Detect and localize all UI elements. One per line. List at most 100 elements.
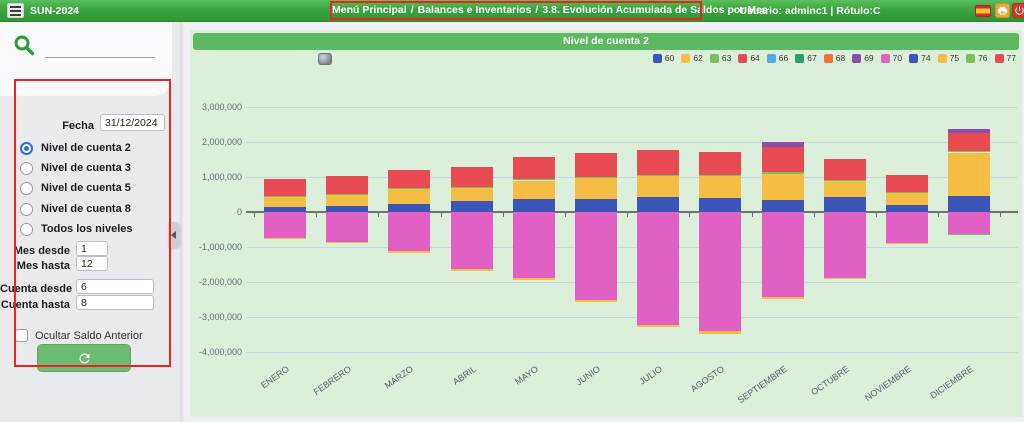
bar-segment-octubre-serie-63[interactable]	[823, 180, 866, 181]
bar-segment-septiembre-serie-63[interactable]	[761, 172, 804, 174]
bar-segment-octubre-serie-60[interactable]	[823, 196, 866, 212]
bar-segment-diciembre-serie-60[interactable]	[948, 196, 991, 212]
bar-segment-julio-serie-64[interactable]	[637, 150, 680, 175]
radio-nivel-de-cuenta-2[interactable]: Nivel de cuenta 2	[20, 141, 131, 155]
bar-segment-marzo-serie-63[interactable]	[388, 188, 431, 190]
legend-item-75[interactable]: 75	[937, 53, 959, 63]
bar-segment-febrero-serie-64[interactable]	[326, 175, 369, 194]
bar-segment-noviembre-serie-70[interactable]	[886, 212, 928, 243]
bar-segment-julio-serie-75[interactable]	[637, 324, 680, 328]
bar-segment-diciembre-serie-70[interactable]	[948, 212, 991, 234]
bar-segment-enero-serie-60[interactable]	[264, 207, 306, 212]
bar-segment-junio-serie-64[interactable]	[575, 152, 617, 177]
bar-segment-mayo-serie-70[interactable]	[512, 212, 555, 278]
logout-button[interactable]	[1012, 3, 1024, 18]
bar-segment-agosto-serie-70[interactable]	[699, 212, 742, 331]
bar-segment-mayo-serie-64[interactable]	[512, 157, 555, 180]
bar-segment-junio-serie-75[interactable]	[575, 300, 617, 303]
bar-segment-julio-serie-60[interactable]	[637, 196, 680, 212]
bar-segment-agosto-serie-75[interactable]	[699, 331, 742, 334]
radio-nivel-de-cuenta-5[interactable]: Nivel de cuenta 5	[20, 181, 131, 195]
language-flag-icon[interactable]	[975, 5, 991, 17]
legend-item-64[interactable]: 64	[738, 53, 760, 63]
bar-segment-octubre-serie-64[interactable]	[823, 158, 866, 181]
bar-segment-mayo-serie-62[interactable]	[512, 180, 555, 199]
cuenta-desde-input[interactable]	[76, 279, 154, 294]
bar-segment-septiembre-serie-70[interactable]	[761, 212, 804, 298]
bar-segment-noviembre-serie-75[interactable]	[886, 242, 928, 244]
print-button[interactable]	[995, 3, 1010, 18]
bar-segment-junio-serie-60[interactable]	[575, 199, 617, 212]
bar-segment-enero-serie-70[interactable]	[264, 212, 306, 238]
bar-segment-abril-serie-64[interactable]	[450, 166, 493, 187]
legend-item-70[interactable]: 70	[880, 53, 902, 63]
bar-segment-agosto-serie-60[interactable]	[699, 197, 742, 212]
bar-segment-febrero-serie-62[interactable]	[326, 195, 369, 206]
breadcrumb-item-menu-principal[interactable]: Menú Principal	[332, 4, 407, 16]
bar-segment-septiembre-serie-64[interactable]	[761, 146, 804, 173]
bar-segment-diciembre-serie-76[interactable]	[948, 233, 991, 236]
search-input[interactable]	[45, 42, 155, 58]
bar-segment-octubre-serie-70[interactable]	[823, 212, 866, 278]
bar-segment-diciembre-serie-64[interactable]	[948, 133, 991, 152]
legend-item-62[interactable]: 62	[681, 53, 703, 63]
legend-item-68[interactable]: 68	[823, 53, 845, 63]
legend-item-63[interactable]: 63	[709, 53, 731, 63]
legend-item-66[interactable]: 66	[766, 53, 788, 63]
bar-segment-julio-serie-70[interactable]	[637, 212, 680, 325]
bar-segment-octubre-serie-75[interactable]	[823, 277, 866, 280]
bar-segment-mayo-serie-63[interactable]	[512, 179, 555, 181]
bar-segment-septiembre-serie-62[interactable]	[761, 173, 804, 201]
bar-segment-agosto-serie-63[interactable]	[699, 174, 742, 176]
bar-segment-enero-serie-64[interactable]	[264, 178, 306, 197]
bar-segment-julio-serie-62[interactable]	[637, 175, 680, 197]
bar-segment-febrero-serie-75[interactable]	[326, 241, 369, 243]
bar-segment-agosto-serie-64[interactable]	[699, 151, 742, 175]
legend-item-76[interactable]: 76	[966, 53, 988, 63]
bar-segment-mayo-serie-75[interactable]	[512, 277, 555, 280]
chart-3d-cube-icon[interactable]	[318, 53, 332, 65]
bar-segment-noviembre-serie-62[interactable]	[886, 193, 928, 205]
bar-segment-abril-serie-70[interactable]	[450, 212, 493, 270]
legend-item-67[interactable]: 67	[795, 53, 817, 63]
bar-segment-enero-serie-63[interactable]	[264, 196, 306, 198]
bar-segment-mayo-serie-60[interactable]	[512, 198, 555, 212]
bar-segment-agosto-serie-62[interactable]	[699, 175, 742, 198]
bar-segment-marzo-serie-75[interactable]	[388, 251, 431, 253]
bar-segment-septiembre-serie-69[interactable]	[761, 142, 804, 147]
bar-segment-diciembre-serie-69[interactable]	[948, 129, 991, 134]
legend-item-69[interactable]: 69	[852, 53, 874, 63]
radio-nivel-de-cuenta-8[interactable]: Nivel de cuenta 8	[20, 202, 131, 216]
cuenta-hasta-input[interactable]	[76, 295, 154, 310]
bar-segment-enero-serie-75[interactable]	[264, 237, 306, 239]
refresh-button[interactable]	[37, 344, 131, 372]
bar-segment-marzo-serie-62[interactable]	[388, 189, 431, 205]
bar-segment-marzo-serie-70[interactable]	[388, 212, 431, 252]
radio-todos-los-niveles[interactable]: Todos los niveles	[20, 222, 133, 236]
bar-segment-noviembre-serie-64[interactable]	[886, 174, 928, 193]
bar-segment-febrero-serie-70[interactable]	[326, 212, 369, 242]
radio-nivel-de-cuenta-3[interactable]: Nivel de cuenta 3	[20, 161, 131, 175]
bar-segment-enero-serie-62[interactable]	[264, 197, 306, 208]
sidebar-collapse-toggle[interactable]	[168, 222, 179, 248]
hamburger-menu-icon[interactable]	[7, 3, 24, 18]
bar-segment-diciembre-serie-63[interactable]	[948, 151, 991, 153]
bar-segment-abril-serie-75[interactable]	[450, 269, 493, 271]
bar-segment-marzo-serie-60[interactable]	[388, 204, 431, 212]
bar-segment-diciembre-serie-62[interactable]	[948, 152, 991, 197]
bar-segment-septiembre-serie-75[interactable]	[761, 297, 804, 299]
bar-segment-junio-serie-62[interactable]	[575, 177, 617, 200]
bar-segment-septiembre-serie-60[interactable]	[761, 200, 804, 212]
legend-item-77[interactable]: 77	[994, 53, 1016, 63]
bar-segment-junio-serie-63[interactable]	[575, 176, 617, 178]
fecha-input[interactable]	[100, 114, 165, 131]
bar-segment-junio-serie-70[interactable]	[575, 212, 617, 301]
bar-segment-noviembre-serie-63[interactable]	[886, 192, 928, 194]
legend-item-74[interactable]: 74	[909, 53, 931, 63]
bar-segment-abril-serie-63[interactable]	[450, 186, 493, 188]
bar-segment-abril-serie-62[interactable]	[450, 187, 493, 201]
bar-segment-octubre-serie-62[interactable]	[823, 180, 866, 197]
mes-hasta-input[interactable]	[76, 256, 108, 271]
bar-segment-marzo-serie-64[interactable]	[388, 170, 431, 189]
ocultar-saldo-checkbox[interactable]	[15, 329, 28, 342]
